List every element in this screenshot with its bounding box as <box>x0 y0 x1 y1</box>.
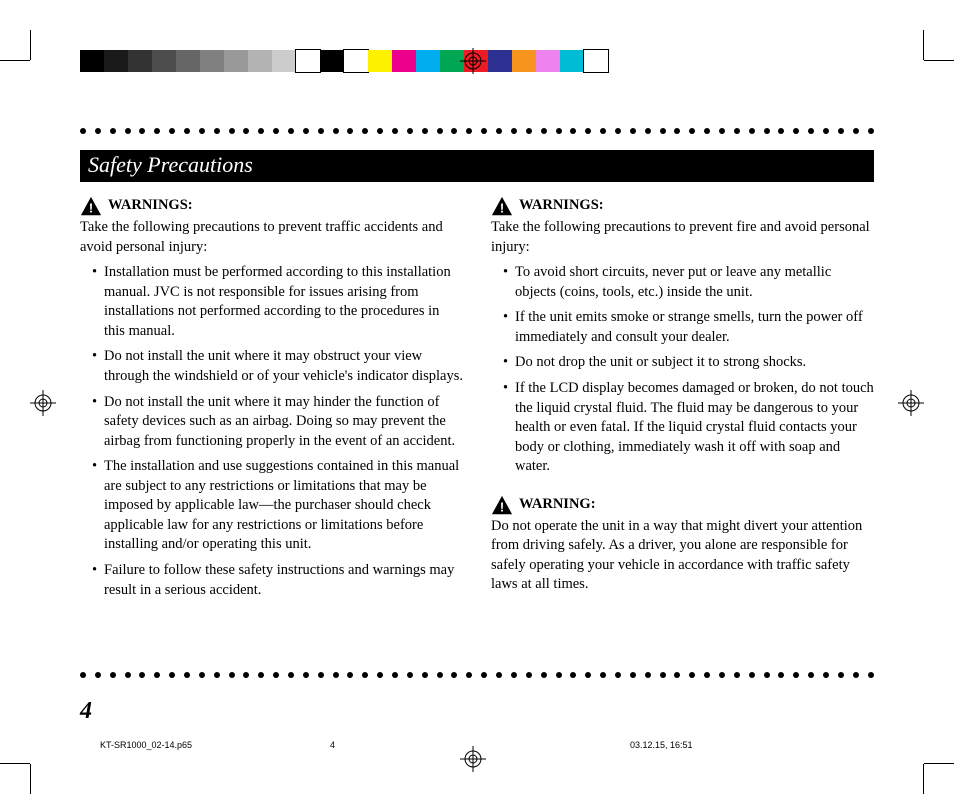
list-item: Do not drop the unit or subject it to st… <box>503 353 874 373</box>
color-swatch <box>152 50 176 72</box>
color-swatch <box>536 50 560 72</box>
footer-datetime: 03.12.15, 16:51 <box>630 740 693 750</box>
dotted-separator <box>80 128 874 136</box>
color-swatch <box>80 50 104 72</box>
footer-page: 4 <box>330 740 630 750</box>
list-item: If the unit emits smoke or strange smell… <box>503 308 874 347</box>
color-swatch <box>368 50 392 72</box>
color-swatch <box>128 50 152 72</box>
list-item: If the LCD display becomes damaged or br… <box>503 379 874 477</box>
warning-intro: Take the following precautions to preven… <box>491 218 874 257</box>
color-swatch <box>392 50 416 72</box>
color-swatch <box>296 50 320 72</box>
list-item: Do not install the unit where it may hin… <box>92 393 463 452</box>
color-swatch <box>176 50 200 72</box>
dotted-separator <box>80 672 874 680</box>
warning-icon: ! <box>491 495 513 515</box>
footer: KT-SR1000_02-14.p65 4 03.12.15, 16:51 <box>100 740 860 750</box>
svg-text:!: ! <box>500 200 504 215</box>
color-swatch <box>488 50 512 72</box>
footer-filename: KT-SR1000_02-14.p65 <box>100 740 330 750</box>
registration-mark-icon <box>460 48 486 74</box>
warning-icon: ! <box>491 196 513 216</box>
print-color-bar <box>80 50 608 72</box>
warning-label: WARNING: <box>519 495 596 515</box>
color-swatch <box>224 50 248 72</box>
color-swatch <box>200 50 224 72</box>
section-title: Safety Precautions <box>80 150 874 182</box>
color-swatch <box>560 50 584 72</box>
left-column: ! WARNINGS: Take the following precautio… <box>80 196 463 618</box>
list-item: Failure to follow these safety instructi… <box>92 561 463 600</box>
list-item: To avoid short circuits, never put or le… <box>503 263 874 302</box>
color-swatch <box>320 50 344 72</box>
warning-icon: ! <box>80 196 102 216</box>
warning-label: WARNINGS: <box>519 196 604 216</box>
list-item: The installation and use suggestions con… <box>92 457 463 555</box>
warning-list: Installation must be performed according… <box>80 263 463 600</box>
warning-intro: Do not operate the unit in a way that mi… <box>491 517 874 595</box>
color-swatch <box>248 50 272 72</box>
color-swatch <box>512 50 536 72</box>
registration-mark-icon <box>30 390 56 416</box>
color-swatch <box>584 50 608 72</box>
list-item: Do not install the unit where it may obs… <box>92 347 463 386</box>
warning-list: To avoid short circuits, never put or le… <box>491 263 874 477</box>
right-column: ! WARNINGS: Take the following precautio… <box>491 196 874 618</box>
color-swatch <box>416 50 440 72</box>
list-item: Installation must be performed according… <box>92 263 463 341</box>
color-swatch <box>104 50 128 72</box>
color-swatch <box>344 50 368 72</box>
color-swatch <box>272 50 296 72</box>
svg-text:!: ! <box>89 200 93 215</box>
warning-intro: Take the following precautions to preven… <box>80 218 463 257</box>
warning-label: WARNINGS: <box>108 196 193 216</box>
svg-text:!: ! <box>500 499 504 514</box>
registration-mark-icon <box>898 390 924 416</box>
page-number: 4 <box>80 698 92 725</box>
